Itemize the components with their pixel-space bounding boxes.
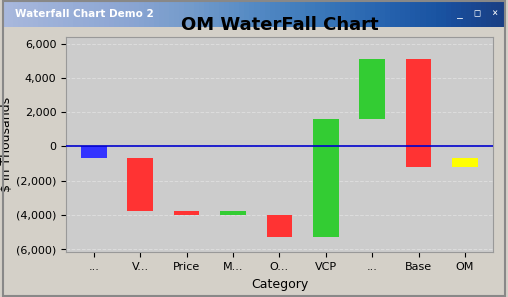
Bar: [406, 59, 431, 167]
Bar: [81, 146, 107, 159]
Bar: [174, 211, 199, 215]
Text: _  □  ×: _ □ ×: [457, 9, 498, 19]
Bar: [267, 215, 292, 237]
Text: Waterfall Chart Demo 2: Waterfall Chart Demo 2: [15, 9, 154, 19]
Bar: [359, 59, 385, 119]
X-axis label: Category: Category: [251, 278, 308, 291]
Bar: [128, 159, 153, 211]
Bar: [452, 159, 478, 167]
Title: OM WaterFall Chart: OM WaterFall Chart: [180, 16, 378, 34]
Bar: [313, 119, 338, 237]
Bar: [220, 211, 246, 215]
Y-axis label: $ in Thousands: $ in Thousands: [0, 97, 13, 192]
